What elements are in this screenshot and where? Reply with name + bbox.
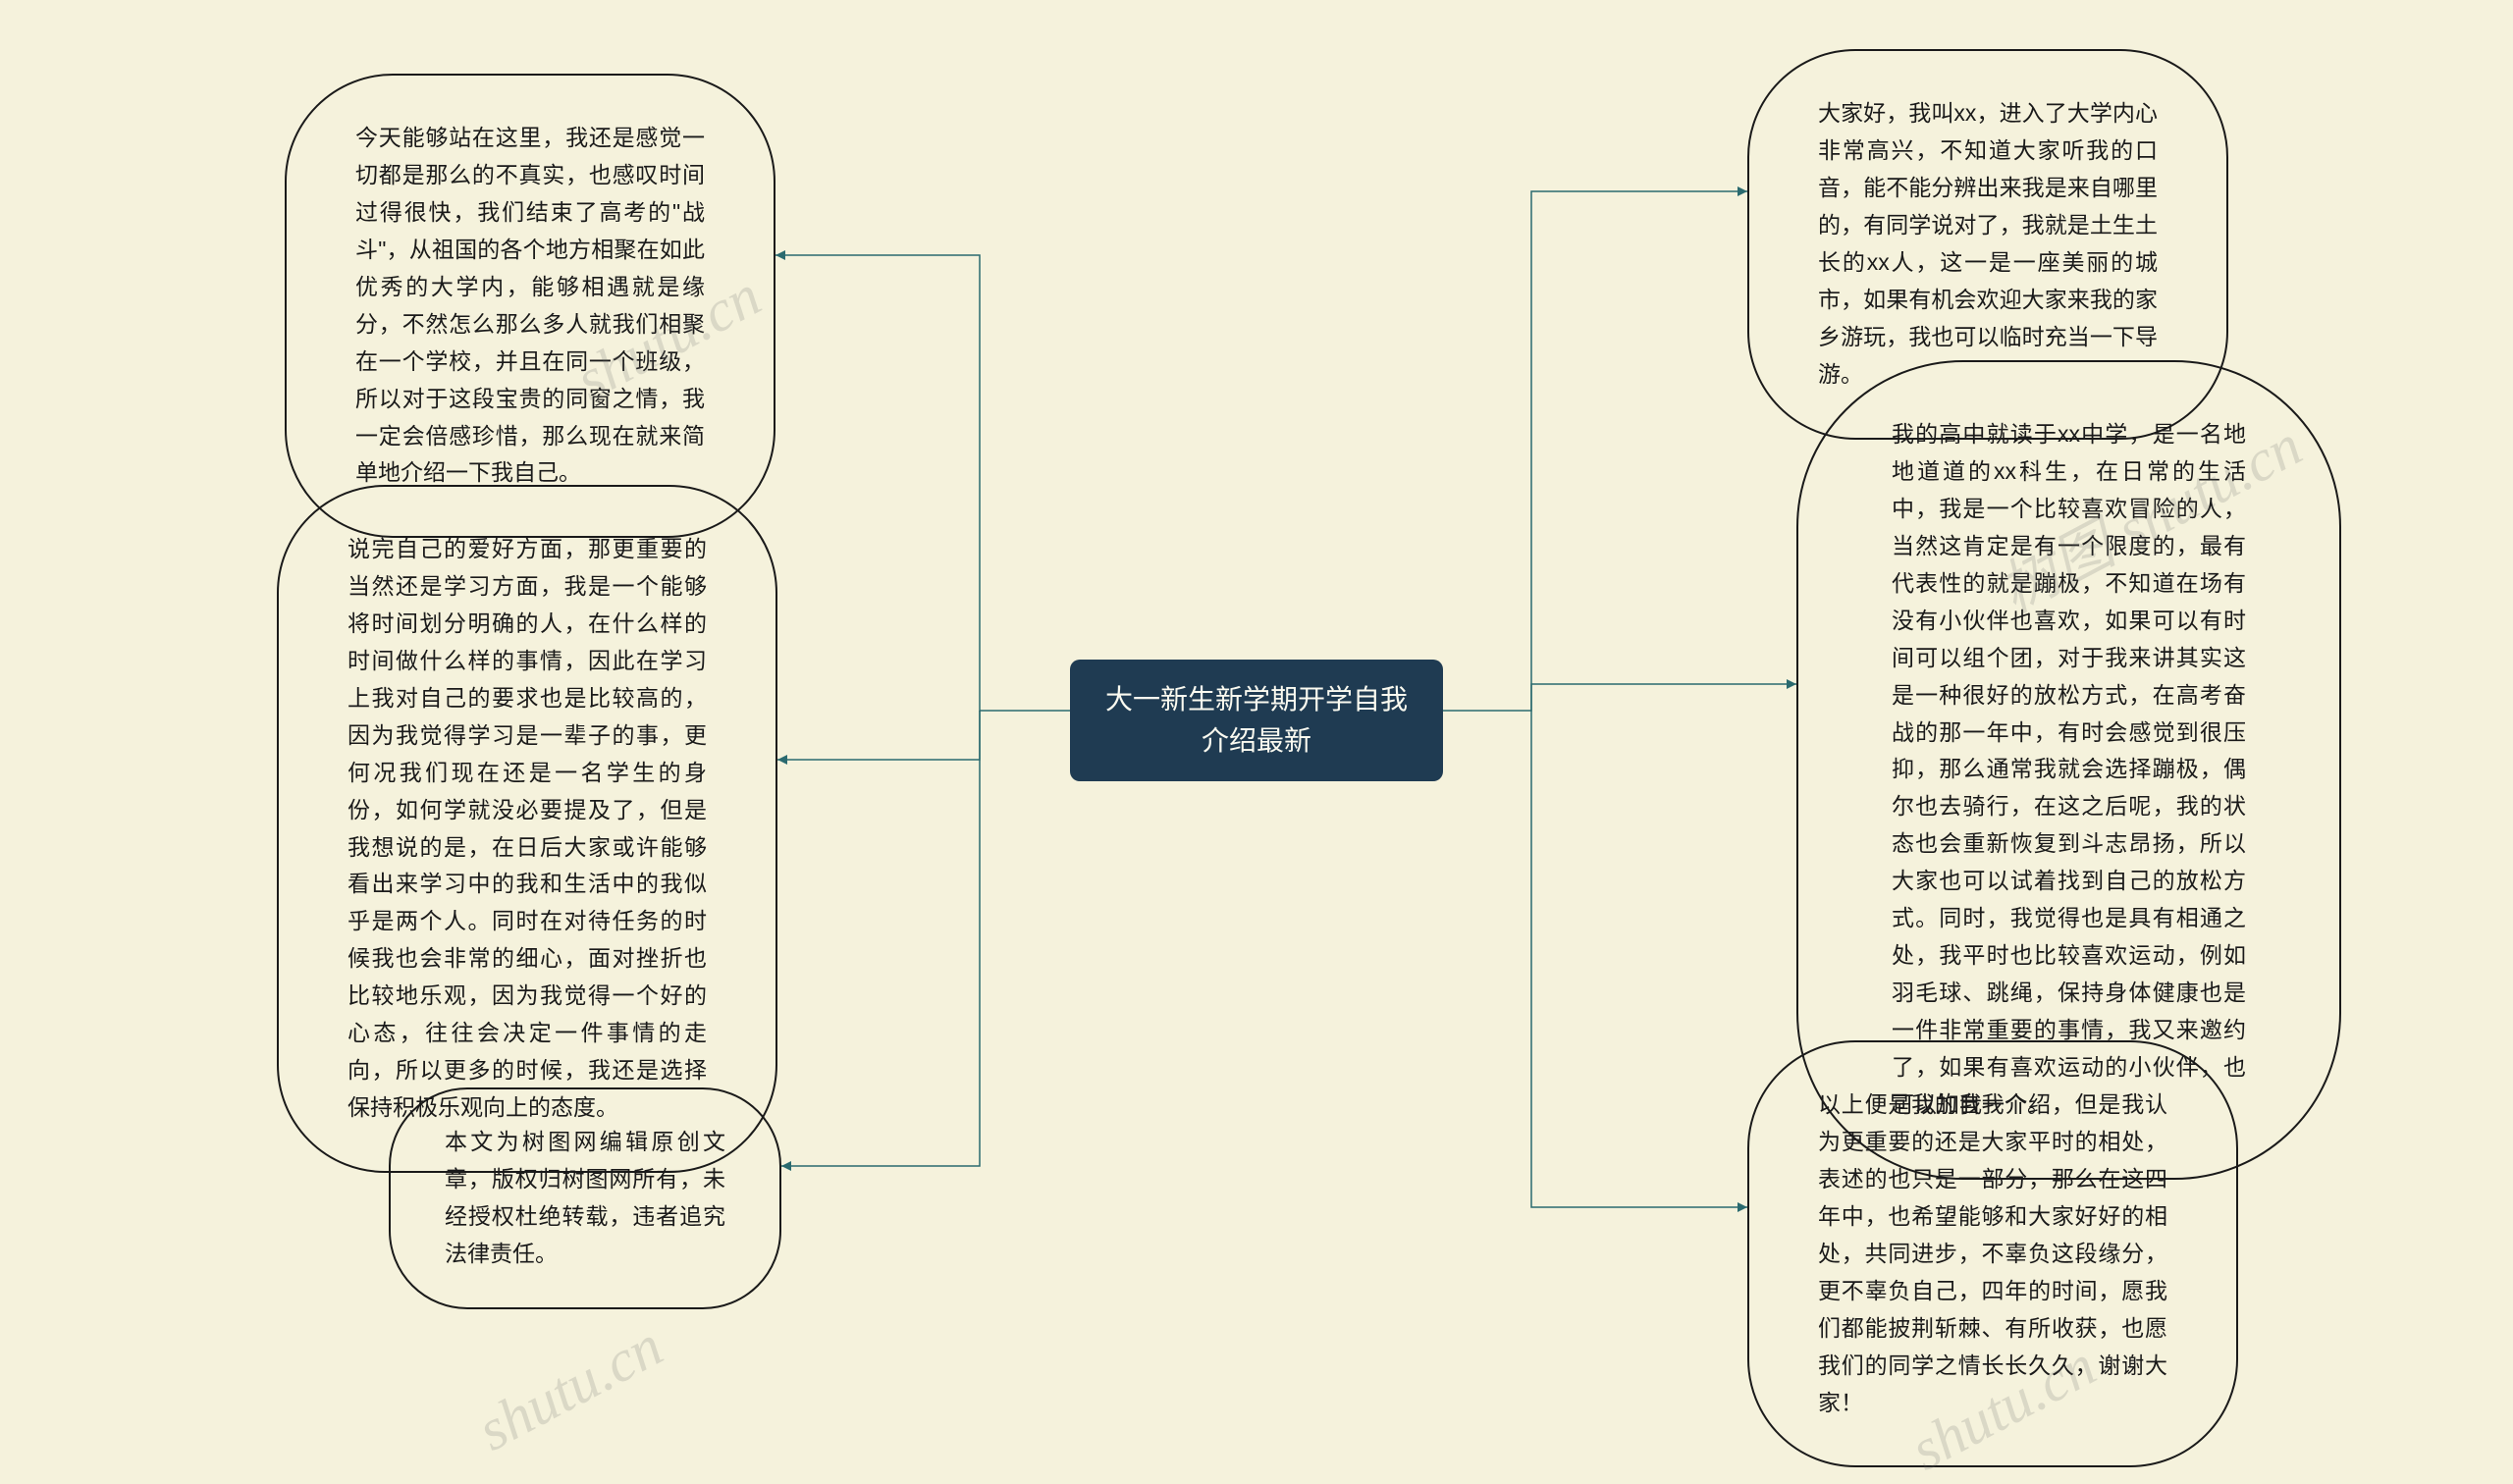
- node-text: 以上便是我的自我介绍，但是我认为更重要的还是大家平时的相处，表述的也只是一部分，…: [1818, 1091, 2167, 1415]
- mindmap-canvas: 大一新生新学期开学自我介绍最新 今天能够站在这里，我还是感觉一切都是那么的不真实…: [0, 0, 2513, 1403]
- node-right-3[interactable]: 以上便是我的自我介绍，但是我认为更重要的还是大家平时的相处，表述的也只是一部分，…: [1747, 1040, 2238, 1467]
- node-text: 今天能够站在这里，我还是感觉一切都是那么的不真实，也感叹时间过得很快，我们结束了…: [355, 125, 705, 485]
- watermark: shutu.cn: [467, 1312, 673, 1465]
- node-left-3[interactable]: 本文为树图网编辑原创文章，版权归树图网所有，未经授权杜绝转载，违者追究法律责任。: [389, 1087, 781, 1309]
- center-node-text: 大一新生新学期开学自我介绍最新: [1105, 684, 1408, 756]
- node-text: 我的高中就读于xx中学，是一名地地道道的xx科生，在日常的生活中，我是一个比较喜…: [1892, 421, 2246, 1117]
- node-left-2[interactable]: 说完自己的爱好方面，那更重要的当然还是学习方面，我是一个能够将时间划分明确的人，…: [277, 485, 777, 1173]
- node-left-1[interactable]: 今天能够站在这里，我还是感觉一切都是那么的不真实，也感叹时间过得很快，我们结束了…: [285, 74, 775, 538]
- center-node[interactable]: 大一新生新学期开学自我介绍最新: [1070, 660, 1443, 781]
- node-text: 本文为树图网编辑原创文章，版权归树图网所有，未经授权杜绝转载，违者追究法律责任。: [445, 1129, 725, 1266]
- node-text: 说完自己的爱好方面，那更重要的当然还是学习方面，我是一个能够将时间划分明确的人，…: [348, 536, 707, 1120]
- node-text: 大家好，我叫xx，进入了大学内心非常高兴，不知道大家听我的口音，能不能分辨出来我…: [1818, 100, 2158, 387]
